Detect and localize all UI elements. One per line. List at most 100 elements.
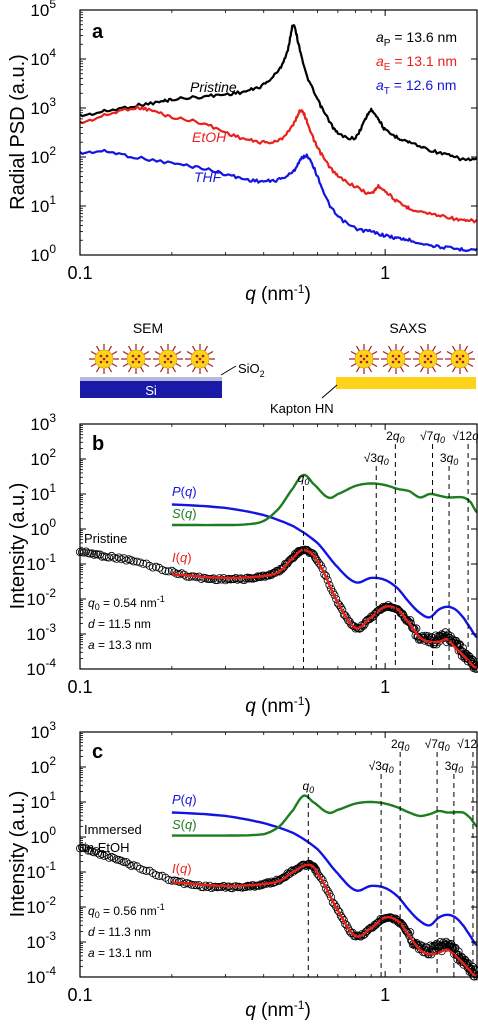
data-point xyxy=(335,601,344,610)
data-point xyxy=(398,609,407,618)
panel-b-param-d: d = 11.5 nm xyxy=(88,617,151,631)
y-tick-label: 104 xyxy=(30,46,56,69)
nanoparticle xyxy=(413,344,443,374)
y-tick-label: 10-2 xyxy=(26,586,56,609)
y-tick-label: 103 xyxy=(30,719,56,742)
data-point xyxy=(82,844,91,853)
y-tick-label: 103 xyxy=(30,95,56,118)
nanoparticle xyxy=(349,344,379,374)
form-factor-pq-line xyxy=(171,503,478,639)
sio2-layer xyxy=(80,377,222,381)
panel-b-y-axis-label: Intensity (a.u.) xyxy=(7,483,29,610)
nanoparticle xyxy=(121,344,151,374)
data-point xyxy=(402,927,411,936)
series-label-etoh: EtOH xyxy=(192,129,227,145)
structure-factor-sq-line xyxy=(171,473,478,527)
data-point xyxy=(424,632,433,641)
panel-b-iq-label: I(q) xyxy=(172,550,192,565)
panel-b-peak-markers: q0 √3q0 2q0 √7q0 3q0 √12q0 xyxy=(298,429,478,669)
panel-c-sq-label: S(q) xyxy=(172,817,197,832)
data-point xyxy=(448,942,457,951)
data-point xyxy=(139,559,148,568)
y-tick-label: 10-4 xyxy=(26,964,56,987)
x-tick-label: 1 xyxy=(380,985,390,1005)
panel-a-y-axis-label: Radial PSD (a.u.) xyxy=(7,54,29,210)
peak-marker-label: √3q0 xyxy=(364,451,389,467)
data-point xyxy=(203,574,212,583)
panel-c-param-a: a = 13.1 nm xyxy=(88,946,152,960)
x-tick-label: 0.1 xyxy=(67,985,92,1005)
y-tick-label: 10-2 xyxy=(26,894,56,917)
nanoparticle-row xyxy=(89,344,475,374)
nanoparticle xyxy=(381,344,411,374)
data-point xyxy=(339,916,348,925)
data-point xyxy=(407,623,416,632)
nanoparticle xyxy=(153,344,183,374)
data-point xyxy=(105,553,114,562)
panel-b-label: b xyxy=(92,433,104,455)
data-point xyxy=(177,877,186,886)
legend-entry-ae: aE = 13.1 nm xyxy=(376,53,457,73)
y-tick-label: 102 xyxy=(30,446,56,469)
y-tick-label: 10-3 xyxy=(26,929,56,952)
data-point xyxy=(129,861,138,870)
data-point xyxy=(84,846,93,855)
panel-c-pq-label: P(q) xyxy=(172,792,197,807)
data-point xyxy=(151,562,160,571)
data-point xyxy=(341,920,350,929)
data-point xyxy=(320,879,329,888)
peak-marker-label: 2q0 xyxy=(391,737,409,753)
data-point xyxy=(102,851,111,860)
panel-b-ticks: 10-4 10-3 10-2 10-1 100 101 102 103 0.1 1 xyxy=(26,411,478,697)
panel-a-ticks: 100 101 102 103 104 105 0.1 1 xyxy=(30,0,478,283)
data-point xyxy=(470,970,478,979)
panel-c-peak-markers: q0 √3q0 2q0 √7q0 3q0 √12q0 xyxy=(302,737,478,977)
data-point xyxy=(325,580,334,589)
data-point xyxy=(161,567,170,576)
x-tick-label: 0.1 xyxy=(67,263,92,283)
panel-b-sq-label: S(q) xyxy=(172,506,197,521)
data-point xyxy=(308,549,317,558)
data-point xyxy=(158,566,167,575)
panel-c-sample-label-line1: Immersed xyxy=(84,822,142,837)
data-point xyxy=(327,893,336,902)
y-tick-label: 101 xyxy=(30,193,56,216)
data-point xyxy=(316,873,325,882)
si-label: Si xyxy=(145,383,157,398)
peak-marker-label: √7q0 xyxy=(420,429,445,445)
panel-c-param-d: d = 11.3 nm xyxy=(88,925,151,939)
panel-a-plot-series xyxy=(79,24,478,253)
data-point xyxy=(241,883,250,892)
panel-b-plot-series xyxy=(76,473,478,673)
panel-b: 10-4 10-3 10-2 10-1 100 101 102 103 0.1 1 q0 √3q0 2… xyxy=(7,411,478,717)
peak-marker-label: √7q0 xyxy=(425,737,450,753)
panel-c-x-axis-label: q (nm-1) xyxy=(245,998,311,1021)
data-point xyxy=(336,911,345,920)
data-point xyxy=(98,849,107,858)
y-tick-label: 10-3 xyxy=(26,621,56,644)
y-tick-label: 102 xyxy=(30,144,56,167)
sio2-label: SiO2 xyxy=(238,361,265,379)
panel-a-label: a xyxy=(92,21,104,43)
peak-marker-label: 3q0 xyxy=(445,759,463,775)
structure-factor-sq-line xyxy=(171,794,478,837)
y-tick-label: 10-1 xyxy=(26,859,56,882)
peak-marker-label: 2q0 xyxy=(386,429,404,445)
panel-b-x-axis-label: q (nm-1) xyxy=(245,694,311,717)
y-tick-label: 103 xyxy=(30,411,56,434)
series-line-pristine xyxy=(79,24,478,162)
data-point xyxy=(124,860,133,869)
data-point xyxy=(164,876,173,885)
y-tick-label: 100 xyxy=(30,242,56,265)
kapton-label: Kapton HN xyxy=(270,401,334,416)
data-point xyxy=(86,846,95,855)
data-point xyxy=(94,550,103,559)
peak-marker-label: q0 xyxy=(302,779,314,795)
x-tick-label: 1 xyxy=(380,677,390,697)
panel-c-sample-label-line2: in EtOH xyxy=(84,840,130,855)
y-tick-label: 10-1 xyxy=(26,551,56,574)
data-point xyxy=(107,551,116,560)
series-line-thf xyxy=(79,148,478,253)
data-point xyxy=(359,621,368,630)
nanoparticle xyxy=(445,344,475,374)
